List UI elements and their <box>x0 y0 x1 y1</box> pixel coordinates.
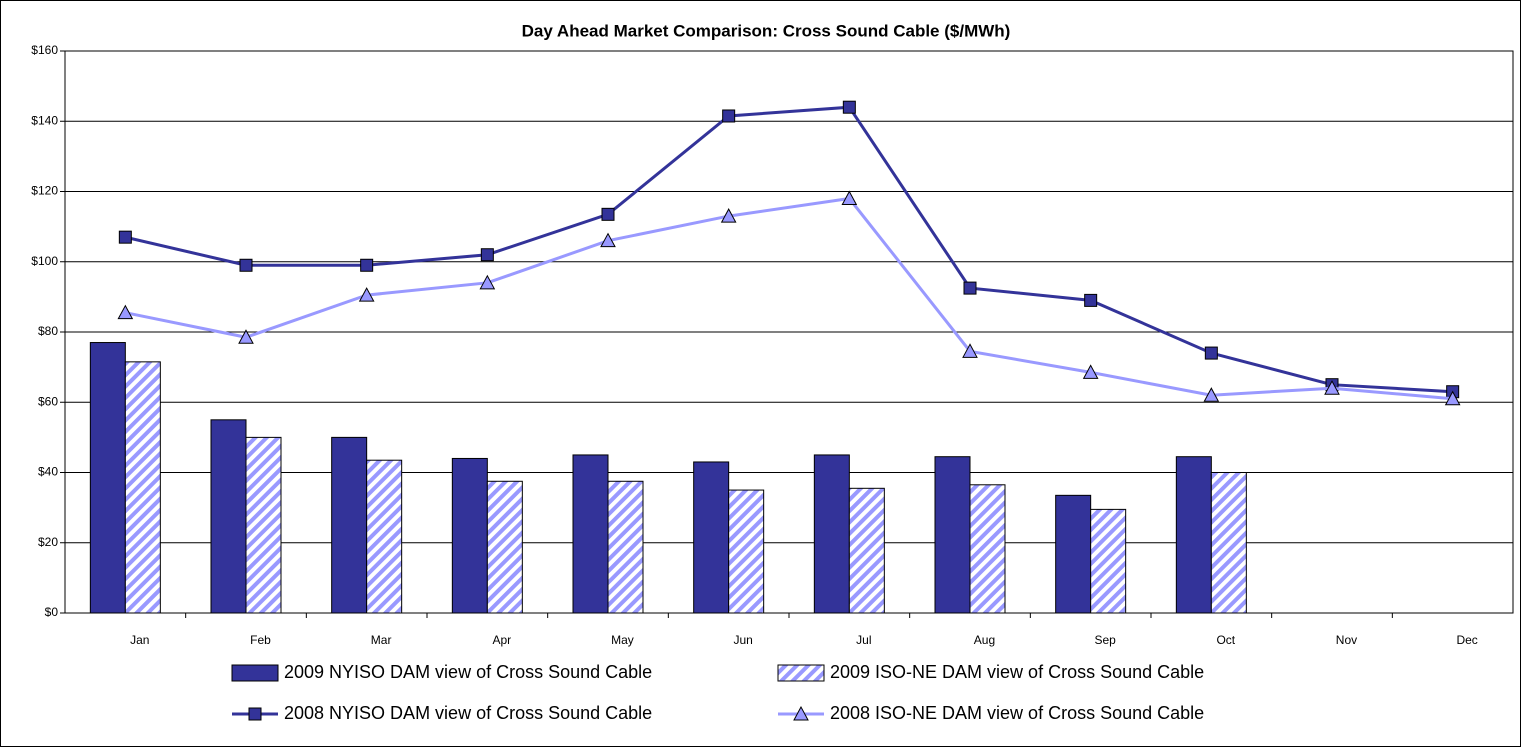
bar <box>331 436 368 614</box>
y-tick-label: $40 <box>38 465 58 479</box>
marker <box>962 343 978 358</box>
bar <box>969 484 1006 614</box>
marker <box>963 281 977 295</box>
legend-swatch <box>777 664 825 682</box>
marker <box>720 208 737 223</box>
marker <box>358 287 375 302</box>
marker <box>841 190 858 206</box>
y-tick-label: $80 <box>38 324 58 338</box>
legend-label: 2008 ISO-NE DAM view of Cross Sound Cabl… <box>830 703 1204 723</box>
marker <box>842 100 856 114</box>
bar <box>1210 472 1247 614</box>
marker <box>601 207 615 221</box>
x-tick-label: May <box>611 633 634 647</box>
y-tick-label: $160 <box>31 43 58 57</box>
bar <box>848 487 885 614</box>
y-tick-label: $20 <box>38 535 58 549</box>
x-tick-label: Feb <box>250 633 271 647</box>
chart-title: Day Ahead Market Comparison: Cross Sound… <box>522 21 1011 40</box>
x-tick-label: Aug <box>974 633 995 647</box>
line <box>124 105 1453 394</box>
bar <box>934 456 971 614</box>
x-tick-label: Dec <box>1456 633 1477 647</box>
marker <box>1444 390 1461 406</box>
bar <box>607 480 644 614</box>
marker <box>479 274 496 290</box>
bar <box>693 461 730 614</box>
bar <box>572 454 609 614</box>
marker <box>793 705 809 721</box>
x-tick-label: Jun <box>733 633 752 647</box>
marker <box>1084 293 1098 307</box>
marker <box>239 258 253 272</box>
legend-label: 2009 ISO-NE DAM view of Cross Sound Cabl… <box>830 662 1204 682</box>
bar <box>451 457 488 614</box>
x-tick-label: Apr <box>492 633 511 647</box>
bar <box>1175 456 1212 614</box>
legend-swatch <box>231 664 279 682</box>
marker <box>600 232 616 248</box>
legend-label: 2009 NYISO DAM view of Cross Sound Cable <box>284 662 652 682</box>
marker <box>248 707 262 721</box>
bar <box>124 361 161 614</box>
x-tick-label: Mar <box>371 633 392 647</box>
marker <box>1204 346 1218 360</box>
marker <box>117 304 134 320</box>
line <box>125 196 1453 401</box>
marker <box>722 109 736 123</box>
marker <box>1082 364 1099 379</box>
y-tick-label: $140 <box>31 113 58 127</box>
marker <box>360 258 374 272</box>
y-tick-label: $0 <box>45 605 59 619</box>
bar <box>728 489 765 614</box>
x-tick-label: Jul <box>856 633 871 647</box>
x-tick-label: Oct <box>1216 633 1235 647</box>
marker <box>1203 387 1220 402</box>
bar <box>89 342 126 614</box>
marker <box>238 329 254 344</box>
marker <box>118 230 132 244</box>
y-tick-label: $100 <box>31 254 58 268</box>
x-tick-label: Sep <box>1094 633 1116 647</box>
bar <box>366 459 403 614</box>
bar <box>210 419 247 614</box>
x-tick-label: Nov <box>1336 633 1357 647</box>
marker <box>1324 380 1340 395</box>
bar <box>486 480 523 614</box>
legend-label: 2008 NYISO DAM view of Cross Sound Cable <box>284 703 652 723</box>
bar <box>245 436 282 614</box>
marker <box>480 248 494 262</box>
y-tick-label: $60 <box>38 394 58 408</box>
y-tick-label: $120 <box>31 184 58 198</box>
x-tick-label: Jan <box>130 633 149 647</box>
bar <box>813 454 850 614</box>
bar <box>1055 494 1092 614</box>
bar <box>1090 508 1127 614</box>
